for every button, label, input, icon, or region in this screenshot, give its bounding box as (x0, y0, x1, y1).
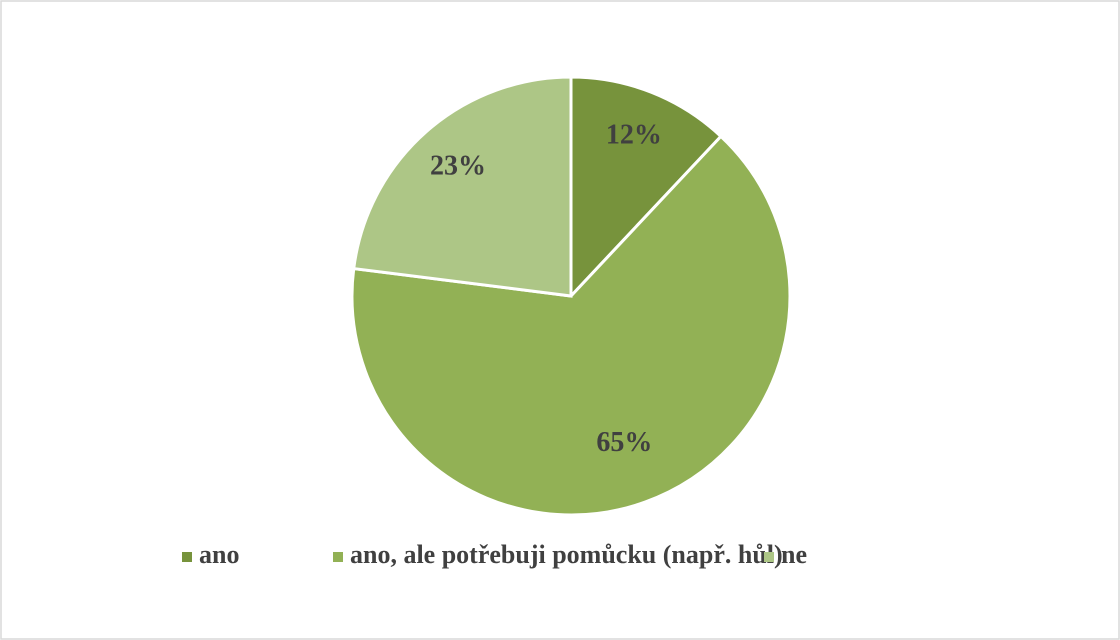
legend-swatch (764, 552, 774, 562)
pie-slice (350, 134, 792, 517)
legend-label: ano, ale potřebuji pomůcku (např. hůl) (350, 540, 783, 569)
legend-label: ne (781, 540, 807, 569)
legend-swatch (182, 552, 192, 562)
legend-swatch (333, 552, 343, 562)
data-label: 12% (606, 120, 662, 151)
pie-slice (352, 75, 573, 298)
legend-label: ano (199, 540, 239, 569)
pie-slice (569, 75, 724, 300)
data-label: 65% (596, 427, 652, 458)
data-label: 23% (430, 150, 486, 181)
